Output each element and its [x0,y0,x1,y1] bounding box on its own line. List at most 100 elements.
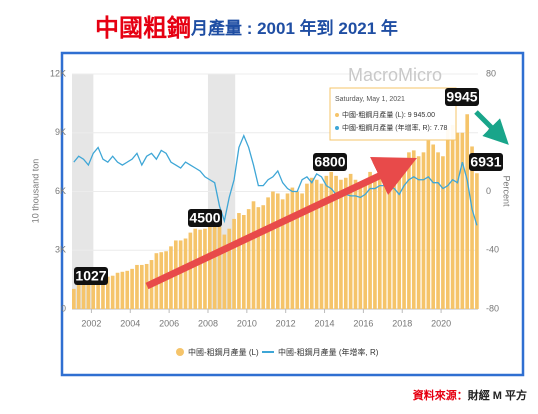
tooltip-box [329,87,457,141]
bar [203,228,207,309]
bar [251,201,256,309]
bar [358,183,363,309]
tooltip-date: Saturday, May 1, 2021 [335,96,405,103]
source: 資料來源：財經 M 平方 [413,388,527,402]
bar [363,181,368,309]
bar [280,199,285,309]
x-tick-label: 2016 [353,318,373,328]
bar [144,263,149,309]
annotation-box [188,209,222,227]
bar [407,152,411,309]
bar [198,229,202,309]
bar [256,207,261,309]
x-tick-label: 2020 [431,318,451,328]
x-tick-label: 2004 [120,318,140,328]
tooltip: Saturday, May 1, 2021 中國-粗鋼月產量 (L): 9 94… [329,87,457,141]
x-tick-label: 2008 [198,318,218,328]
bar [290,187,295,309]
bar [232,218,236,309]
x-tick-label: 2002 [81,318,101,328]
bar [246,209,251,309]
bar [397,168,402,309]
bar [275,193,280,309]
x-tick-label: 2018 [392,318,412,328]
bar [295,191,300,309]
bar [86,282,91,309]
bar [465,114,470,310]
y-tick-label: 6K [55,186,66,196]
y-axis-title: 10 thousand ton [30,159,40,224]
chart-title: 中國粗鋼 [95,14,191,42]
annotation: 6800 [314,154,345,170]
bar [343,177,348,309]
bar [319,183,324,309]
bar [324,175,329,309]
bar [470,146,474,309]
bar [300,193,304,309]
annotation-box [445,88,479,106]
bar [441,156,445,309]
bar [314,179,319,309]
y-tick-label: 9K [55,127,66,137]
bar [339,179,343,309]
bar [450,124,455,310]
drop-arrow [474,110,509,145]
title: 中國粗鋼月產量 : 2001 年到 2021 年 [95,14,398,42]
bar [387,164,392,309]
bar [72,288,76,309]
bar [416,156,421,309]
bar [411,150,416,309]
bar [382,169,387,309]
watermark: MacroMicro [348,65,442,85]
bar [105,276,110,309]
bar [353,179,358,309]
source-name: 財經 M 平方 [467,388,527,402]
bar [305,183,309,309]
bar [188,232,193,309]
y-tick-label: 0 [61,303,66,313]
bar [110,275,115,309]
bar [368,171,372,309]
y2-tick-label: -80 [486,303,499,313]
bar [212,220,217,309]
legend-label: 中國-粗鋼月產量 (年增率, R) [278,347,379,357]
annotation: 9945 [446,89,477,105]
bar [261,205,266,309]
x-tick-label: 2010 [237,318,257,328]
bar [377,175,382,309]
annotation: 1027 [75,268,106,284]
bar [101,277,105,309]
bar [130,268,134,309]
bar [334,175,338,309]
bar [426,140,431,309]
bar [217,226,222,309]
y2-axis-title: Percent [502,175,512,207]
bar [193,228,198,309]
bar [115,272,120,309]
tooltip-line: 中國-粗鋼月產量 (L): 9 945.00 [342,110,435,119]
bar [431,144,436,309]
tooltip-line: 中國-粗鋼月產量 (年增率, R): 7.78 [342,123,448,132]
legend-label: 中國-粗鋼月產量 (L) [188,347,259,357]
bar [373,175,377,309]
bar [460,132,465,309]
bar [392,164,397,309]
bar [436,152,440,309]
bar [135,264,139,309]
annotation-box [313,153,347,171]
annotation-box [74,267,108,285]
source-label: 資料來源： [413,388,468,402]
bar [96,278,100,309]
tooltip-dot [335,113,339,117]
x-tick-label: 2012 [276,318,296,328]
bar [421,152,426,309]
bar [237,213,241,309]
bar [271,191,275,309]
bar [125,270,130,309]
bar [76,284,81,309]
bar [402,166,406,309]
x-tick-label: 2006 [159,318,179,328]
bar [139,264,144,309]
annotation: 4500 [189,210,220,226]
